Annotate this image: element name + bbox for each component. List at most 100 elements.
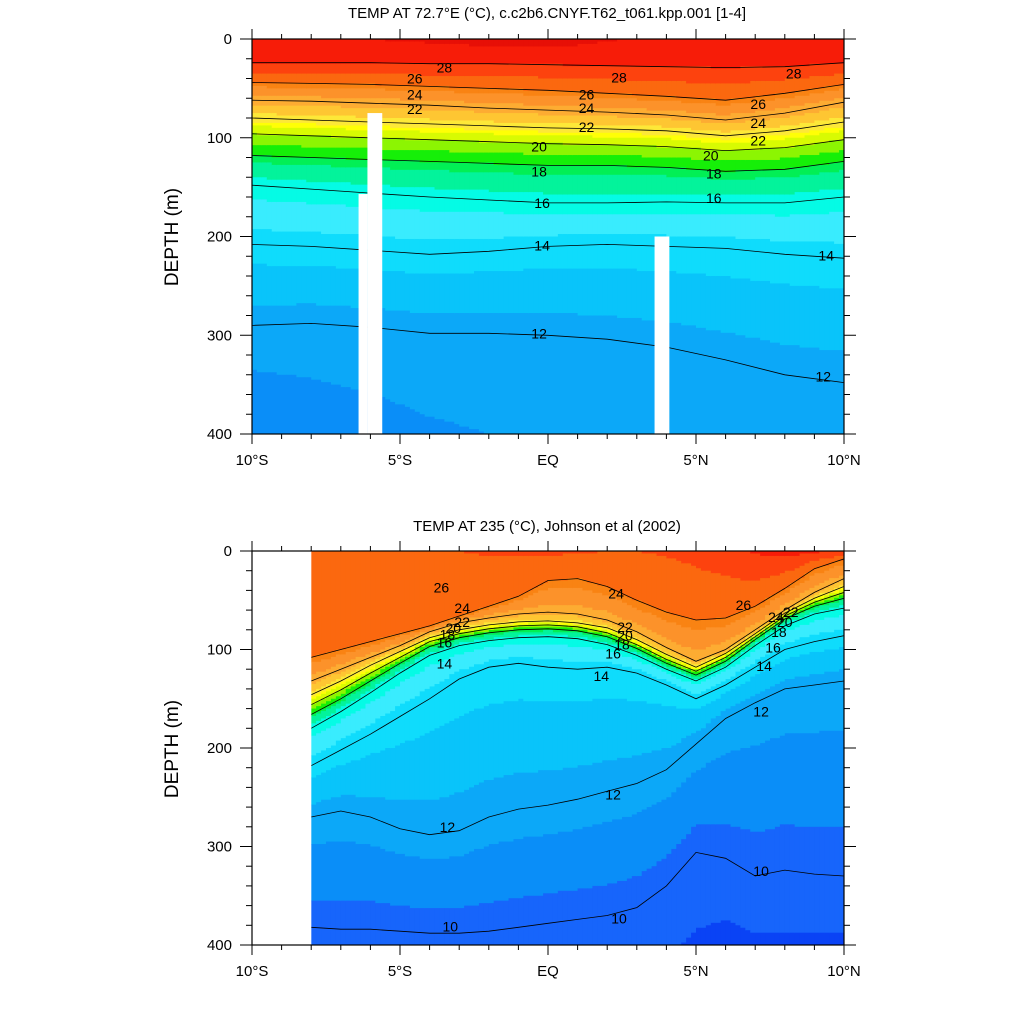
panel-1-field-cell [745, 337, 751, 434]
panel-1-contour-label: 26 [750, 96, 766, 112]
panel-2-field-cell [429, 647, 436, 653]
panel-2-field-cell [557, 615, 564, 621]
panel-2-field-cell [710, 659, 717, 663]
panel-2-field-cell [528, 555, 534, 591]
panel-1-field-cell [789, 167, 796, 178]
panel-2-field-cell [429, 624, 436, 628]
panel-2-isotherm-10 [311, 851, 844, 934]
panel-2-field-cell [523, 632, 529, 636]
panel-1-field-cell [385, 63, 391, 75]
panel-2-field-cell [503, 644, 510, 660]
panel-1-field-cell [774, 342, 781, 434]
panel-1-field-cell [404, 108, 411, 119]
panel-1-field-cell [330, 234, 337, 267]
panel-2-field-cell [765, 578, 771, 599]
panel-1-field-cell [765, 80, 771, 97]
panel-2-field-cell [562, 890, 569, 945]
panel-2-field-cell [311, 683, 317, 692]
panel-1-field-cell [498, 142, 505, 154]
panel-1-field-cell [641, 137, 648, 146]
panel-2-field-cell [459, 637, 465, 641]
panel-2-field-cell [631, 659, 638, 670]
panel-2-field-cell [528, 615, 534, 621]
panel-1-field-cell [355, 184, 362, 208]
panel-2-field-cell [676, 661, 682, 665]
panel-1-field-cell [745, 169, 751, 181]
panel-1-field-cell [409, 238, 416, 275]
panel-1-field-cell [612, 98, 618, 109]
panel-1-field-cell [508, 236, 515, 272]
panel-2-field-cell [444, 647, 450, 660]
panel-1-field-cell [424, 416, 431, 434]
panel-2-field-cell [789, 619, 796, 631]
panel-2-field-cell [587, 607, 593, 619]
panel-1-field-cell [592, 98, 598, 109]
panel-2-field-cell [439, 858, 445, 909]
panel-1-field-cell [330, 125, 337, 129]
panel-1-field-cell [760, 169, 766, 178]
panel-2-field-cell [700, 671, 707, 675]
panel-1-field-cell [784, 98, 791, 109]
panel-2-field-cell [483, 610, 490, 616]
panel-1-field-cell [424, 169, 431, 188]
panel-2-field-cell [488, 634, 495, 641]
panel-1-field-cell [474, 162, 480, 173]
panel-1-field-cell [538, 268, 544, 314]
panel-1-field-cell [390, 137, 396, 151]
panel-1-field-cell [696, 130, 702, 139]
panel-1-field-cell [523, 192, 529, 215]
panel-2-field-cell [671, 651, 677, 658]
panel-2-field-cell [636, 876, 643, 945]
panel-1-field-cell [671, 100, 677, 112]
panel-2-field-cell [661, 661, 667, 665]
panel-2-field-cell [691, 661, 697, 665]
panel-1-field-cell [646, 145, 653, 159]
panel-1-field-cell [350, 147, 357, 161]
panel-2-field-cell [434, 908, 441, 945]
panel-2-field-cell [784, 612, 791, 616]
panel-2-field-cell [824, 932, 830, 945]
panel-2-field-cell [646, 651, 653, 656]
panel-1-field-cell [508, 39, 515, 48]
panel-2-field-cell [562, 831, 569, 892]
panel-2-field-cell [528, 644, 534, 658]
panel-2-field-cell [345, 762, 352, 796]
panel-1-field-cell [626, 66, 633, 82]
panel-2-field-cell [424, 642, 431, 646]
panel-1-field-cell [493, 192, 500, 213]
panel-2-field-cell [681, 627, 687, 648]
panel-2-field-cell [755, 639, 761, 643]
panel-1-field-cell [651, 214, 658, 235]
panel-2-field-cell [597, 592, 603, 611]
panel-1-field-cell [543, 174, 549, 196]
panel-2-field-cell [824, 558, 830, 567]
panel-1-field-cell [597, 155, 603, 166]
panel-2-field-cell [538, 555, 544, 587]
panel-1-field-cell [705, 276, 712, 331]
panel-1-field-cell [819, 88, 825, 94]
panel-1-field-cell [276, 73, 283, 85]
panel-1-field-cell [715, 179, 722, 196]
panel-2-field-cell [671, 615, 677, 624]
panel-1-field-cell [513, 63, 519, 77]
panel-1-field-cell [809, 88, 815, 94]
panel-1-field-cell [750, 280, 756, 339]
panel-1-field-cell [261, 105, 268, 114]
panel-2-field-cell [419, 691, 426, 737]
panel-1-field-cell [459, 140, 465, 154]
panel-1-field-cell [390, 130, 396, 139]
panel-1-field-cell [330, 204, 337, 235]
panel-1-field-cell [400, 39, 406, 43]
panel-1-field-cell [321, 88, 327, 99]
panel-1-field-cell [839, 162, 844, 171]
panel-2-field-cell [316, 802, 322, 845]
panel-2-field-cell [543, 644, 549, 660]
panel-2-field-cell [760, 624, 766, 628]
panel-2-field-cell [523, 551, 529, 557]
panel-2-field-cell [592, 824, 598, 887]
panel-1-field-cell [799, 167, 806, 176]
panel-1-field-cell [533, 63, 539, 77]
panel-2-field-cell [710, 671, 717, 678]
panel-2-field-cell [819, 600, 825, 604]
panel-2-field-cell [577, 624, 584, 628]
